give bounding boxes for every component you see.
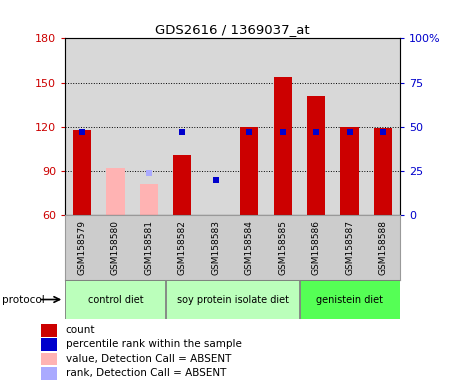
Text: GSM158579: GSM158579 <box>77 220 86 275</box>
Text: soy protein isolate diet: soy protein isolate diet <box>177 295 288 305</box>
Bar <box>374 128 392 215</box>
Text: GSM158582: GSM158582 <box>178 220 187 275</box>
Text: GSM158584: GSM158584 <box>245 220 254 275</box>
Text: rank, Detection Call = ABSENT: rank, Detection Call = ABSENT <box>66 368 226 378</box>
Text: GSM158586: GSM158586 <box>312 220 321 275</box>
Bar <box>41 324 57 337</box>
Text: GSM158581: GSM158581 <box>144 220 153 275</box>
Text: protocol: protocol <box>2 295 45 305</box>
Bar <box>340 127 359 215</box>
Bar <box>240 127 259 215</box>
Bar <box>273 77 292 215</box>
Title: GDS2616 / 1369037_at: GDS2616 / 1369037_at <box>155 23 310 36</box>
Bar <box>66 280 165 319</box>
Text: GSM158583: GSM158583 <box>211 220 220 275</box>
Bar <box>41 367 57 380</box>
Text: control diet: control diet <box>87 295 143 305</box>
Bar <box>166 280 299 319</box>
Bar <box>173 155 192 215</box>
Bar <box>140 184 158 215</box>
Text: genistein diet: genistein diet <box>316 295 383 305</box>
Text: GSM158580: GSM158580 <box>111 220 120 275</box>
Text: GSM158587: GSM158587 <box>345 220 354 275</box>
Bar <box>307 96 326 215</box>
Bar <box>73 130 91 215</box>
Bar <box>106 168 125 215</box>
Bar <box>300 280 399 319</box>
Text: GSM158585: GSM158585 <box>278 220 287 275</box>
Text: count: count <box>66 325 95 335</box>
Text: GSM158588: GSM158588 <box>379 220 388 275</box>
Text: percentile rank within the sample: percentile rank within the sample <box>66 339 241 349</box>
Text: value, Detection Call = ABSENT: value, Detection Call = ABSENT <box>66 354 231 364</box>
Bar <box>41 338 57 351</box>
Bar <box>41 353 57 366</box>
